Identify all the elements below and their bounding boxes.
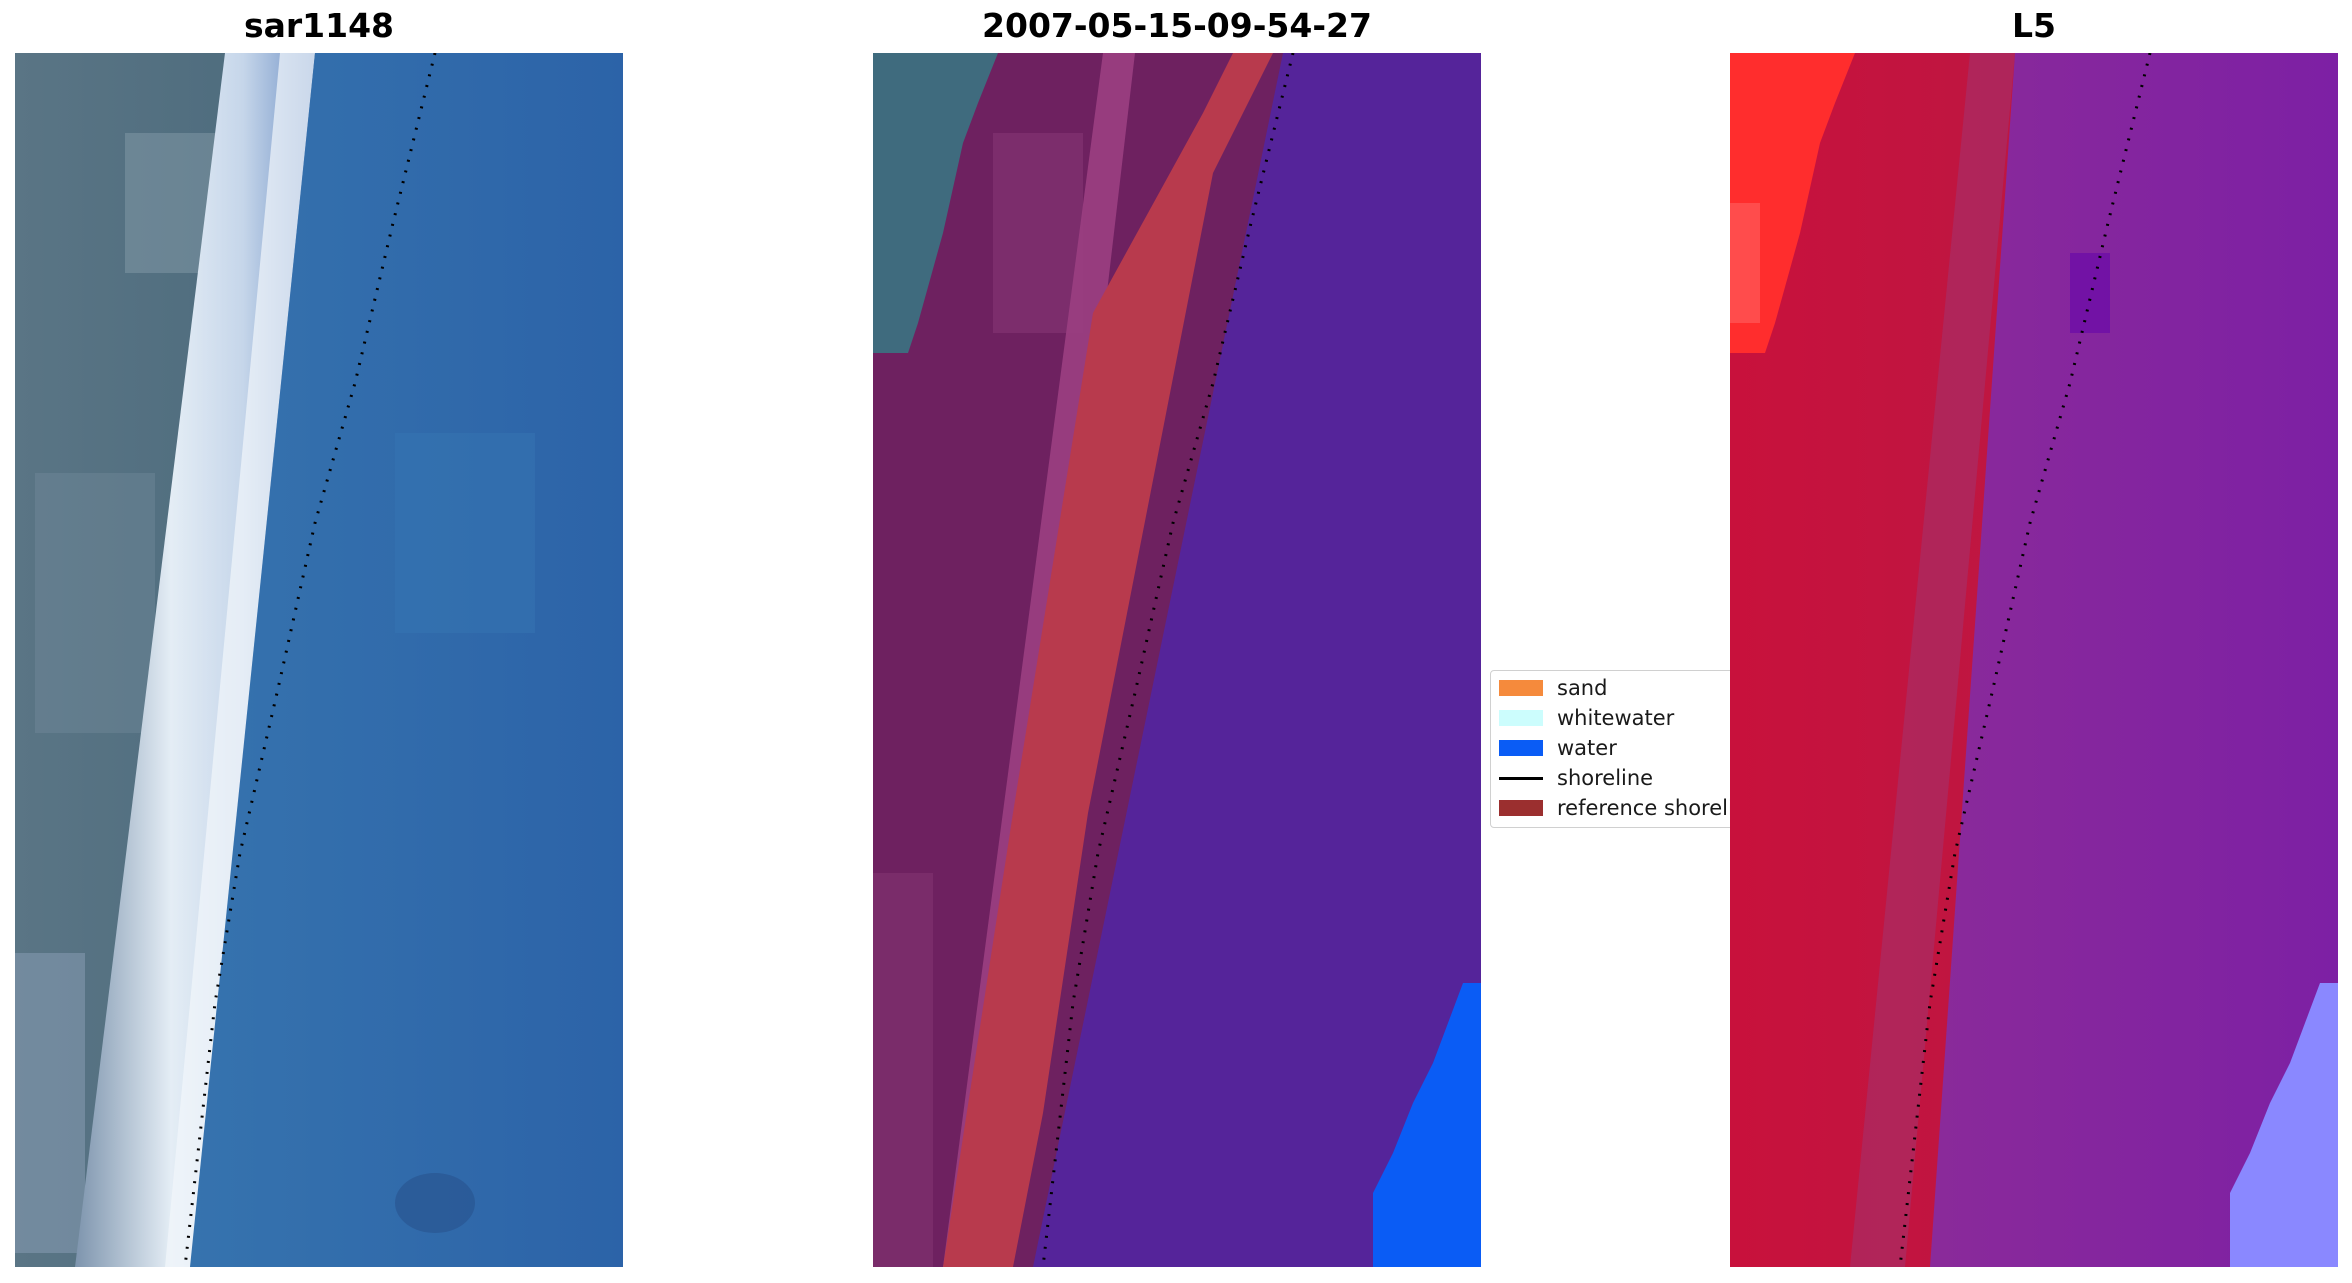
rgb-image — [15, 53, 623, 1267]
index-image — [1730, 53, 2338, 1267]
index-image-panel — [1730, 53, 2338, 1267]
panel-title-classified: 2007-05-15-09-54-27 — [982, 6, 1372, 45]
shoreline-dots — [1898, 53, 2152, 1267]
classified-image-panel — [873, 53, 1481, 1267]
water-swatch — [1499, 740, 1543, 756]
whitewater-swatch — [1499, 710, 1543, 726]
shoreline-line-swatch — [1499, 776, 1543, 780]
legend-label: sand — [1557, 676, 1608, 700]
legend-item-shoreline: shoreline — [1499, 765, 1653, 791]
legend-item-water: water — [1499, 735, 1617, 761]
legend-item-reference-shoreline: reference shoreline — [1499, 795, 1740, 821]
sand-swatch — [1499, 680, 1543, 696]
legend: sand whitewater water shoreline referenc… — [1490, 670, 1740, 828]
legend-label: whitewater — [1557, 706, 1675, 730]
legend-item-sand: sand — [1499, 675, 1607, 701]
rgb-image-panel — [15, 53, 623, 1267]
shoreline-dots — [1041, 53, 1295, 1267]
legend-label: reference shoreline — [1557, 796, 1740, 820]
reference-shoreline-swatch — [1499, 800, 1543, 816]
classified-image — [873, 53, 1481, 1267]
shoreline-dots — [183, 53, 437, 1267]
panel-title-mndwi: L5 — [2012, 6, 2056, 45]
panel-title-rgb: sar1148 — [243, 6, 395, 45]
legend-item-whitewater: whitewater — [1499, 705, 1674, 731]
legend-label: shoreline — [1557, 766, 1654, 790]
legend-label: water — [1557, 736, 1617, 760]
